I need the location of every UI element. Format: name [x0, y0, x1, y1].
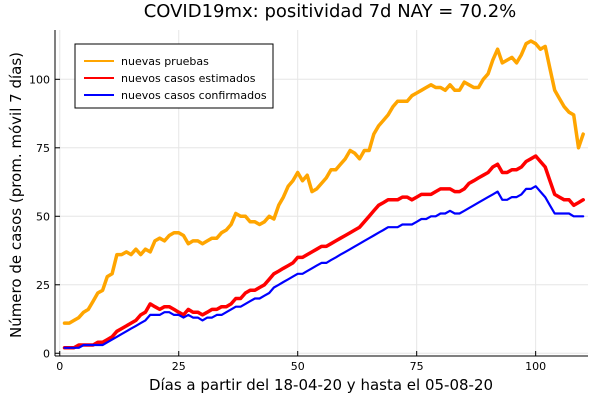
series-line-1 — [62, 39, 585, 325]
legend-label-1: nuevas pruebas — [121, 55, 209, 68]
x-tick-label: 25 — [172, 360, 186, 373]
y-axis-label: Número de casos (prom. móvil 7 días) — [7, 52, 25, 338]
legend-label-3: nuevos casos confirmados — [121, 89, 267, 102]
series-line-3 — [63, 185, 585, 349]
y-tick-label: 25 — [36, 279, 50, 292]
legend-box — [74, 43, 274, 109]
y-tick-label: 75 — [36, 142, 50, 155]
x-tick-label: 0 — [56, 360, 63, 373]
ticks: 0 25 50 75 100 0 25 50 75 100 — [29, 73, 546, 373]
x-tick-label: 75 — [410, 360, 424, 373]
series-line-2 — [62, 154, 585, 350]
x-axis-label: Días a partir del 18-04-20 y hasta el 05… — [149, 376, 493, 394]
chart-title: COVID19mx: positividad 7d NAY = 70.2% — [144, 1, 517, 22]
legend-items: nuevas pruebas nuevos casos estimados nuev… — [84, 55, 267, 102]
x-tick-label: 50 — [291, 360, 305, 373]
series-layer — [62, 39, 585, 350]
axes — [54, 30, 588, 357]
legend-label-2: nuevos casos estimados — [121, 72, 256, 85]
y-tick-label: 100 — [29, 73, 50, 86]
y-tick-label: 0 — [43, 347, 50, 360]
x-tick-label: 100 — [525, 360, 546, 373]
legend: nuevas pruebas nuevos casos estimados nuev… — [74, 43, 274, 109]
y-tick-label: 50 — [36, 210, 50, 223]
